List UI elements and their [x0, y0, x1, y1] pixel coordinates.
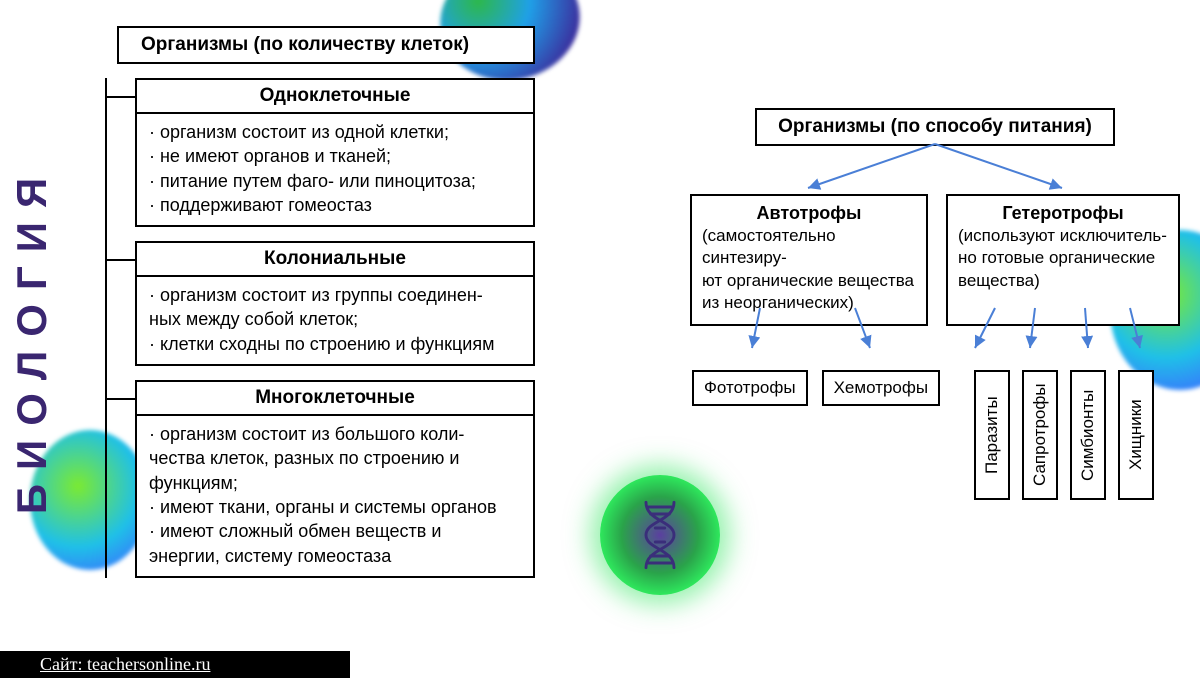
- node-header: Автотрофы: [702, 202, 916, 225]
- node-desc: (самостоятельно синтезиру- ют органическ…: [702, 225, 916, 313]
- tree-by-cell-count: Организмы (по количеству клеток) Однокле…: [95, 26, 535, 578]
- child-header: Многоклеточные: [137, 382, 533, 416]
- page-title-vertical: БИОЛОГИЯ: [8, 164, 56, 514]
- node-header: Гетеротрофы: [958, 202, 1168, 225]
- child-colonial: Колониальные · организм состоит из групп…: [135, 241, 535, 366]
- child-header: Одноклеточные: [137, 80, 533, 114]
- child-multicellular: Многоклеточные · организм состоит из бол…: [135, 380, 535, 578]
- child-unicellular: Одноклеточные · организм состоит из одно…: [135, 78, 535, 227]
- leaf-phototrophs: Фототрофы: [692, 370, 808, 406]
- dna-icon: [635, 500, 685, 570]
- footer-site-link[interactable]: Сайт: teachersonline.ru: [0, 651, 350, 678]
- child-body: · организм состоит из большого коли- чес…: [137, 416, 533, 576]
- root-box-cells: Организмы (по количеству клеток): [117, 26, 535, 64]
- leaf-chemotrophs: Хемотрофы: [822, 370, 940, 406]
- leaf-saprotrophs: Сапротрофы: [1022, 370, 1058, 500]
- root-box-nutrition: Организмы (по способу питания): [755, 108, 1115, 146]
- dna-icon-circle: [600, 475, 720, 595]
- child-body: · организм состоит из одной клетки; · не…: [137, 114, 533, 225]
- leaf-symbionts: Симбионты: [1070, 370, 1106, 500]
- node-autotrophs: Автотрофы (самостоятельно синтезиру- ют …: [690, 194, 928, 326]
- node-heterotrophs: Гетеротрофы (используют исключитель- но …: [946, 194, 1180, 326]
- tree-by-nutrition: Организмы (по способу питания) Автотрофы…: [690, 108, 1180, 500]
- node-desc: (используют исключитель- но готовые орга…: [958, 225, 1168, 291]
- leaf-parasites: Паразиты: [974, 370, 1010, 500]
- leaf-predators: Хищники: [1118, 370, 1154, 500]
- child-header: Колониальные: [137, 243, 533, 277]
- child-body: · организм состоит из группы соединен- н…: [137, 277, 533, 364]
